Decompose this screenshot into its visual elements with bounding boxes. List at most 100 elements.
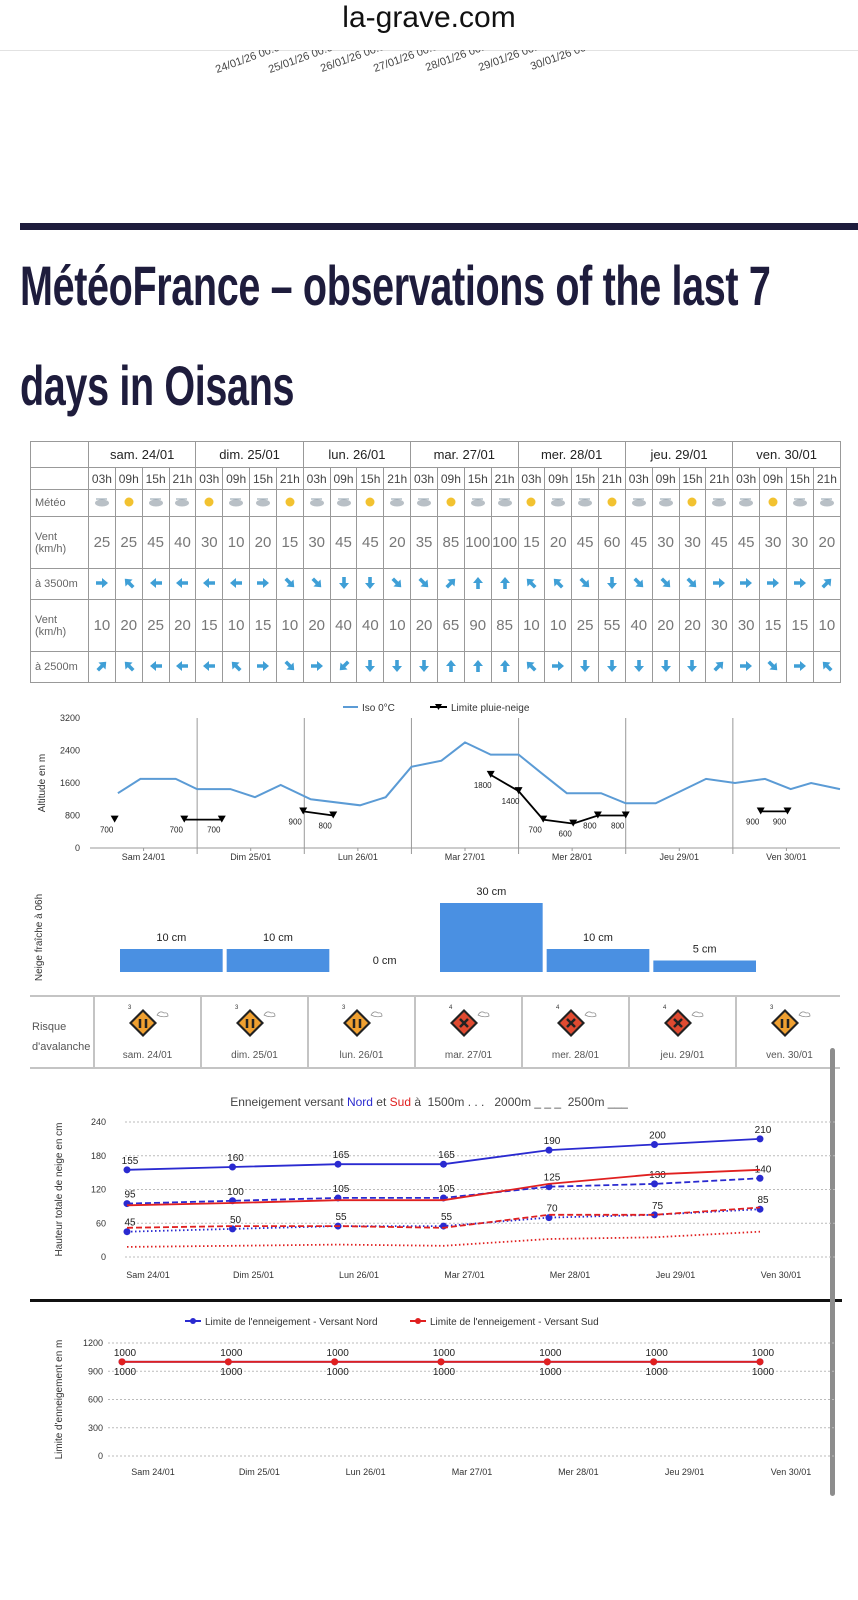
arrow-shape bbox=[284, 659, 295, 670]
data-label: 1000 bbox=[539, 1348, 562, 1359]
wind-arrow bbox=[95, 577, 108, 588]
cloud bbox=[792, 499, 807, 506]
hour-header: 09h bbox=[329, 467, 358, 490]
chart: Enneigement versant Nord et Sud à 1500m … bbox=[54, 1095, 835, 1280]
arrow-group bbox=[231, 661, 242, 672]
arrow-shape bbox=[767, 577, 780, 588]
arrow-shape bbox=[124, 578, 135, 589]
wind-speed: 30 bbox=[678, 516, 707, 569]
data-label: 130 bbox=[649, 1170, 666, 1181]
arrow-shape bbox=[793, 577, 806, 588]
wind-arrow bbox=[822, 661, 833, 672]
data-label: 55 bbox=[335, 1212, 347, 1223]
wind-direction-cell bbox=[490, 651, 519, 683]
hour-header: 09h bbox=[544, 467, 573, 490]
arrow-group bbox=[256, 660, 269, 671]
arrow-group bbox=[256, 577, 269, 588]
arrow-group bbox=[203, 577, 216, 588]
weather-cell bbox=[302, 489, 331, 517]
arrow-group bbox=[633, 659, 644, 672]
avalanche-cell: 4 mer. 28/01 bbox=[521, 997, 628, 1067]
hour-header: 09h bbox=[651, 467, 680, 490]
title-part: Nord bbox=[347, 1095, 373, 1109]
wind-arrow bbox=[554, 578, 564, 589]
sun bbox=[526, 497, 536, 506]
legend-marker bbox=[190, 1318, 196, 1324]
hour-header: 15h bbox=[463, 467, 492, 490]
data-label: 95 bbox=[124, 1190, 136, 1201]
corner-cell bbox=[30, 441, 89, 468]
data-label: 1000 bbox=[327, 1348, 350, 1359]
y-tick-label: 0 bbox=[98, 1451, 103, 1461]
y-tick-label: 240 bbox=[91, 1117, 106, 1127]
wind-direction-cell bbox=[356, 568, 385, 600]
arrow-shape bbox=[256, 660, 269, 671]
wind-speed: 45 bbox=[732, 516, 761, 569]
arrow-shape bbox=[740, 577, 753, 588]
arrow-group bbox=[96, 661, 107, 672]
data-label: 1000 bbox=[433, 1367, 456, 1378]
arrow-group bbox=[124, 578, 135, 589]
point bbox=[756, 1174, 764, 1182]
risk-icon: 4 bbox=[663, 1005, 704, 1037]
x-tick-label: Mer 28/01 bbox=[552, 852, 593, 862]
wind-speed: 25 bbox=[114, 516, 143, 569]
wind-direction-cell bbox=[329, 568, 358, 600]
snow-cloud bbox=[263, 1011, 276, 1018]
wind-arrow bbox=[230, 577, 243, 588]
data-label: 1000 bbox=[114, 1367, 137, 1378]
arrow-shape bbox=[527, 578, 537, 589]
arrow-group bbox=[767, 659, 778, 670]
arrow-shape bbox=[499, 576, 510, 589]
arrow-shape bbox=[392, 659, 403, 672]
x-tick-label: Sam 24/01 bbox=[131, 1467, 175, 1477]
arrow-shape bbox=[124, 661, 135, 672]
x-tick-label: Jeu 29/01 bbox=[660, 852, 700, 862]
data-label: 190 bbox=[544, 1136, 561, 1147]
x-tick-label: Ven 30/01 bbox=[761, 1270, 802, 1280]
cloud bbox=[229, 499, 244, 506]
data-label: 165 bbox=[438, 1150, 455, 1161]
wind-direction-cell bbox=[624, 568, 653, 600]
wind-direction-cell bbox=[598, 568, 626, 600]
hour-header: 03h bbox=[302, 467, 331, 490]
arrow-group bbox=[392, 659, 403, 672]
wind-arrow bbox=[284, 659, 295, 670]
wind-speed: 20 bbox=[249, 516, 277, 569]
wind-arrow bbox=[445, 659, 456, 672]
wind-direction-cell bbox=[436, 651, 465, 683]
wind-speed: 20 bbox=[410, 599, 438, 652]
wind-speed: 20 bbox=[651, 599, 680, 652]
x-tick-label: Mar 27/01 bbox=[444, 1270, 485, 1280]
arrow-group bbox=[418, 576, 429, 587]
wind-arrow bbox=[284, 576, 295, 587]
x-tick-label: Lun 26/01 bbox=[339, 1270, 379, 1280]
wind-direction-cell bbox=[436, 568, 465, 600]
wind-direction-cell bbox=[812, 651, 842, 683]
weather-icon bbox=[175, 498, 190, 506]
wind-direction-cell bbox=[571, 568, 600, 600]
wind-direction-cell bbox=[114, 568, 143, 600]
arrow-group bbox=[767, 577, 780, 588]
arrow-shape bbox=[391, 576, 402, 587]
hour-header: 15h bbox=[678, 467, 707, 490]
risk-mark bbox=[780, 1019, 790, 1028]
risk-mark bbox=[459, 1018, 469, 1028]
x-tick-label: Ven 30/01 bbox=[771, 1467, 812, 1477]
sun bbox=[446, 497, 456, 506]
wind-speed: 15 bbox=[785, 599, 814, 652]
snow-cloud bbox=[477, 1011, 490, 1018]
wind-speed: 90 bbox=[463, 599, 492, 652]
point bbox=[593, 811, 602, 819]
arrow-shape bbox=[95, 577, 108, 588]
arrow-shape bbox=[713, 661, 724, 672]
point bbox=[621, 811, 630, 819]
arrow-shape bbox=[365, 659, 376, 672]
bar-label: 10 cm bbox=[263, 932, 293, 944]
wind-direction-cell bbox=[168, 651, 197, 683]
arrow-group bbox=[95, 577, 108, 588]
data-label: 210 bbox=[755, 1125, 772, 1136]
wind-arrow bbox=[256, 660, 269, 671]
wind-speed: 30 bbox=[195, 516, 224, 569]
series-line bbox=[126, 1230, 761, 1248]
